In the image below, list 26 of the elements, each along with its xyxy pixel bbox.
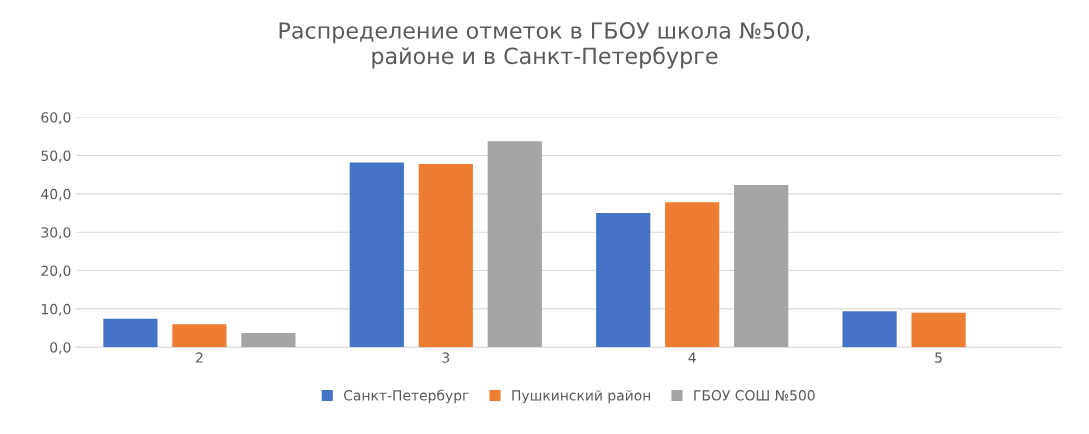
chart-title: Распределение отметок в ГБОУ школа №500, районе и в Санкт-Петербурге <box>279 22 810 69</box>
bar <box>418 163 473 348</box>
bar <box>596 213 651 348</box>
bar <box>911 312 966 348</box>
y-tick-label: 50,0 <box>41 150 71 163</box>
bar <box>103 318 158 348</box>
bar <box>241 333 296 348</box>
x-tick-label: 5 <box>935 352 942 363</box>
y-tick-label: 10,0 <box>41 303 71 316</box>
y-tick-label: 40,0 <box>41 188 71 201</box>
y-tick-label: 0,0 <box>50 342 71 355</box>
legend-label: ГБОУ СОШ №500 <box>694 390 815 401</box>
bar <box>487 141 542 348</box>
bar <box>665 202 720 348</box>
bar <box>842 311 897 348</box>
x-tick-label: 3 <box>442 352 450 363</box>
legend-label: Пушкинский район <box>512 389 651 404</box>
bar <box>349 162 404 348</box>
x-tick-label: 4 <box>688 352 696 363</box>
bar <box>734 185 789 348</box>
y-tick-label: 30,0 <box>41 227 71 240</box>
bar <box>172 324 227 348</box>
x-tick-label: 2 <box>196 352 203 363</box>
legend-label: Санкт-Петербург <box>343 389 469 404</box>
y-tick-label: 20,0 <box>41 265 71 278</box>
y-tick-label: 60,0 <box>41 112 71 125</box>
